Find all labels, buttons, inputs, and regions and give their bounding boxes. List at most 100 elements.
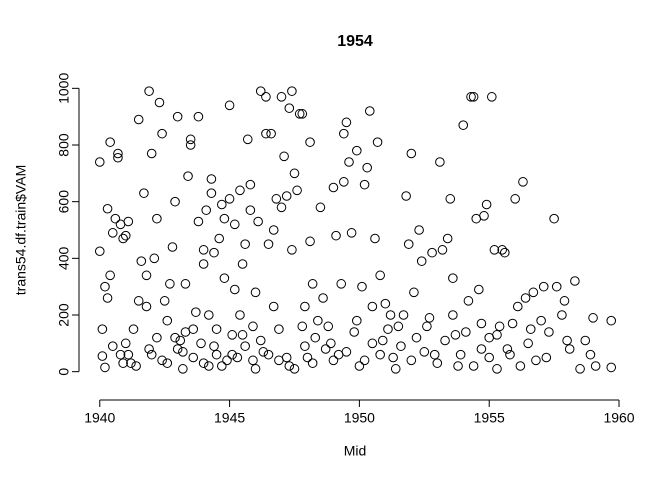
point: [310, 332, 321, 343]
point: [268, 225, 279, 235]
point: [232, 352, 243, 363]
point: [409, 287, 419, 298]
point: [479, 211, 489, 221]
point: [120, 338, 131, 349]
point: [266, 128, 276, 139]
point: [263, 349, 274, 360]
point: [320, 344, 331, 354]
point: [318, 293, 328, 303]
point: [133, 114, 144, 125]
point: [453, 361, 463, 371]
point: [216, 199, 227, 210]
point: [544, 327, 554, 337]
point: [100, 281, 110, 292]
point: [328, 355, 339, 366]
point: [523, 338, 533, 349]
x-tick-label: 1940: [84, 410, 115, 426]
point: [313, 315, 323, 326]
point: [448, 273, 458, 283]
point: [188, 352, 199, 363]
point: [229, 284, 240, 295]
point: [235, 185, 245, 196]
point: [570, 276, 580, 286]
point: [606, 315, 617, 326]
point: [107, 228, 118, 238]
point: [300, 301, 310, 312]
point: [383, 324, 393, 334]
point: [102, 203, 113, 214]
point: [525, 324, 536, 334]
point: [281, 352, 292, 363]
point: [170, 332, 180, 343]
point: [507, 318, 518, 329]
point: [344, 157, 354, 167]
point: [292, 185, 302, 196]
point: [196, 338, 206, 349]
point: [427, 247, 437, 258]
point: [494, 321, 505, 332]
point: [440, 335, 450, 346]
point: [531, 355, 541, 366]
point: [209, 247, 219, 258]
y-tick-label: 600: [56, 190, 72, 214]
point: [455, 349, 466, 360]
x-axis-label: Mid: [344, 443, 367, 459]
point: [590, 361, 601, 371]
point: [588, 313, 598, 323]
point: [198, 358, 209, 368]
point: [107, 341, 118, 351]
point: [414, 225, 424, 235]
point: [450, 330, 461, 340]
point: [580, 335, 591, 346]
point: [206, 188, 217, 198]
y-axis-label: trans54.df.train$VAM: [13, 165, 29, 295]
x-tick-label: 1950: [344, 410, 375, 426]
point: [118, 233, 128, 244]
point: [255, 335, 266, 346]
point: [146, 148, 157, 159]
point: [178, 364, 188, 374]
point: [336, 279, 347, 289]
point: [419, 347, 430, 357]
point: [476, 344, 487, 354]
point: [370, 233, 380, 244]
point: [240, 341, 250, 351]
point: [131, 361, 141, 371]
point: [341, 347, 352, 357]
point: [146, 349, 157, 360]
point: [484, 352, 495, 363]
point: [185, 140, 196, 150]
point: [172, 344, 183, 354]
point: [250, 364, 261, 374]
point: [442, 233, 453, 244]
point: [487, 92, 497, 102]
point: [538, 281, 549, 292]
point: [492, 330, 502, 340]
point: [113, 148, 123, 159]
point: [162, 358, 173, 368]
point: [305, 236, 315, 247]
point: [512, 301, 523, 312]
point: [461, 327, 471, 337]
point: [398, 310, 409, 320]
point: [411, 332, 422, 343]
point: [499, 247, 510, 258]
point: [510, 194, 520, 204]
point: [100, 362, 110, 373]
point: [541, 352, 552, 363]
x-tick-label: 1955: [474, 410, 505, 426]
point: [245, 205, 256, 215]
x-tick-label: 1945: [214, 410, 245, 426]
point: [152, 332, 162, 343]
point: [354, 361, 365, 371]
point: [198, 245, 209, 255]
point: [357, 281, 367, 292]
point: [435, 157, 445, 167]
point: [120, 230, 131, 241]
point: [123, 216, 134, 227]
point: [432, 358, 443, 368]
point: [204, 361, 214, 371]
point: [401, 191, 411, 201]
point: [274, 324, 284, 334]
point: [175, 335, 186, 346]
